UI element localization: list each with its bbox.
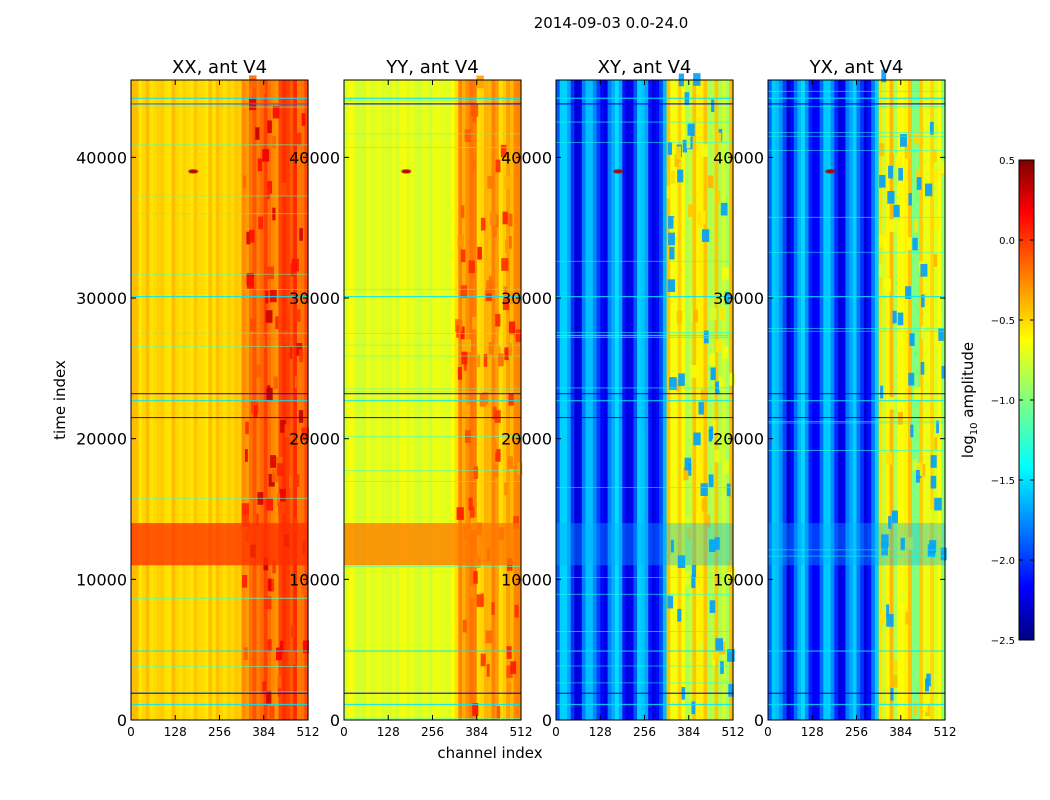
y-tick-label: 30000 xyxy=(713,289,764,308)
y-tick-label: 30000 xyxy=(501,289,552,308)
x-tick-label: 128 xyxy=(164,725,187,739)
panel-yy: YY, ant V4 0 128 256 384 512 0 10000 20000 30000 4… xyxy=(289,57,532,739)
y-tick-label: 0 xyxy=(754,711,764,730)
panel-title-yx: YX, ant V4 xyxy=(809,57,904,78)
x-tick-label: 128 xyxy=(801,725,824,739)
colorbar-label-tail: amplitude xyxy=(959,342,977,423)
y-tick-label: 20000 xyxy=(501,430,552,449)
y-tick-label: 20000 xyxy=(289,430,340,449)
x-tick-label: 512 xyxy=(297,725,320,739)
heatmap-xy xyxy=(556,73,735,720)
colorbar-tick-label: −1.5 xyxy=(991,476,1015,487)
x-tick-label: 256 xyxy=(845,725,868,739)
x-tick-label: 256 xyxy=(421,725,444,739)
colorbar-tick-label: −0.5 xyxy=(991,316,1015,327)
colorbar-tick-label: 0.0 xyxy=(999,236,1015,247)
panel-title-xy: XY, ant V4 xyxy=(598,57,692,78)
y-tick-label: 0 xyxy=(117,711,127,730)
y-tick-label: 0 xyxy=(542,711,552,730)
y-tick-label: 20000 xyxy=(76,430,127,449)
panel-yx: YX, ant V4 0 128 256 384 512 0 10000 20000 30000 4… xyxy=(713,57,956,739)
colorbar-label-main: log xyxy=(959,435,977,458)
x-tick-label: 0 xyxy=(552,725,560,739)
y-tick-label: 40000 xyxy=(501,148,552,167)
heatmap-yx xyxy=(768,69,947,720)
x-tick-label: 128 xyxy=(377,725,400,739)
colorbar-tick-label: −1.0 xyxy=(991,396,1015,407)
panel-xx: XX, ant V4 0 128 256 384 512 0 10000 20000 30000 4… xyxy=(76,57,319,739)
x-tick-label: 128 xyxy=(589,725,612,739)
x-tick-label: 384 xyxy=(677,725,700,739)
colorbar-tick-label: 0.5 xyxy=(999,156,1015,167)
x-tick-label: 0 xyxy=(340,725,348,739)
colorbar-tick-label: −2.5 xyxy=(991,636,1015,647)
x-tick-label: 384 xyxy=(465,725,488,739)
y-tick-label: 10000 xyxy=(76,570,127,589)
heatmap-yy xyxy=(344,75,523,720)
heatmap-xx xyxy=(131,75,309,720)
y-tick-label: 0 xyxy=(330,711,340,730)
y-tick-label: 10000 xyxy=(501,570,552,589)
x-tick-label: 0 xyxy=(127,725,135,739)
panel-xy: XY, ant V4 0 128 256 384 512 0 10000 20000 30000 4… xyxy=(501,57,744,739)
y-tick-label: 10000 xyxy=(713,570,764,589)
y-tick-label: 30000 xyxy=(289,289,340,308)
x-tick-label: 512 xyxy=(934,725,957,739)
colorbar-label-sub: 10 xyxy=(969,422,980,435)
panel-title-xx: XX, ant V4 xyxy=(172,57,267,78)
panel-title-yy: YY, ant V4 xyxy=(385,57,478,78)
x-tick-label: 512 xyxy=(722,725,745,739)
x-tick-label: 384 xyxy=(252,725,275,739)
y-tick-label: 10000 xyxy=(289,570,340,589)
x-tick-label: 256 xyxy=(633,725,656,739)
colorbar-label: log10 amplitude xyxy=(959,342,980,458)
y-tick-label: 40000 xyxy=(76,148,127,167)
colorbar: −2.5 −2.0 −1.5 −1.0 −0.5 0.0 0.5 log10 amplitu… xyxy=(959,156,1035,647)
x-tick-label: 0 xyxy=(764,725,772,739)
y-tick-label: 40000 xyxy=(713,148,764,167)
figure-title: 2014-09-03 0.0-24.0 xyxy=(534,14,689,32)
x-tick-label: 256 xyxy=(208,725,231,739)
colorbar-tick-label: −2.0 xyxy=(991,556,1015,567)
x-axis-label: channel index xyxy=(437,744,542,762)
x-tick-label: 512 xyxy=(510,725,533,739)
y-axis-label: time index xyxy=(51,360,69,440)
y-tick-label: 40000 xyxy=(289,148,340,167)
y-tick-label: 30000 xyxy=(76,289,127,308)
x-tick-label: 384 xyxy=(889,725,912,739)
y-tick-label: 20000 xyxy=(713,430,764,449)
